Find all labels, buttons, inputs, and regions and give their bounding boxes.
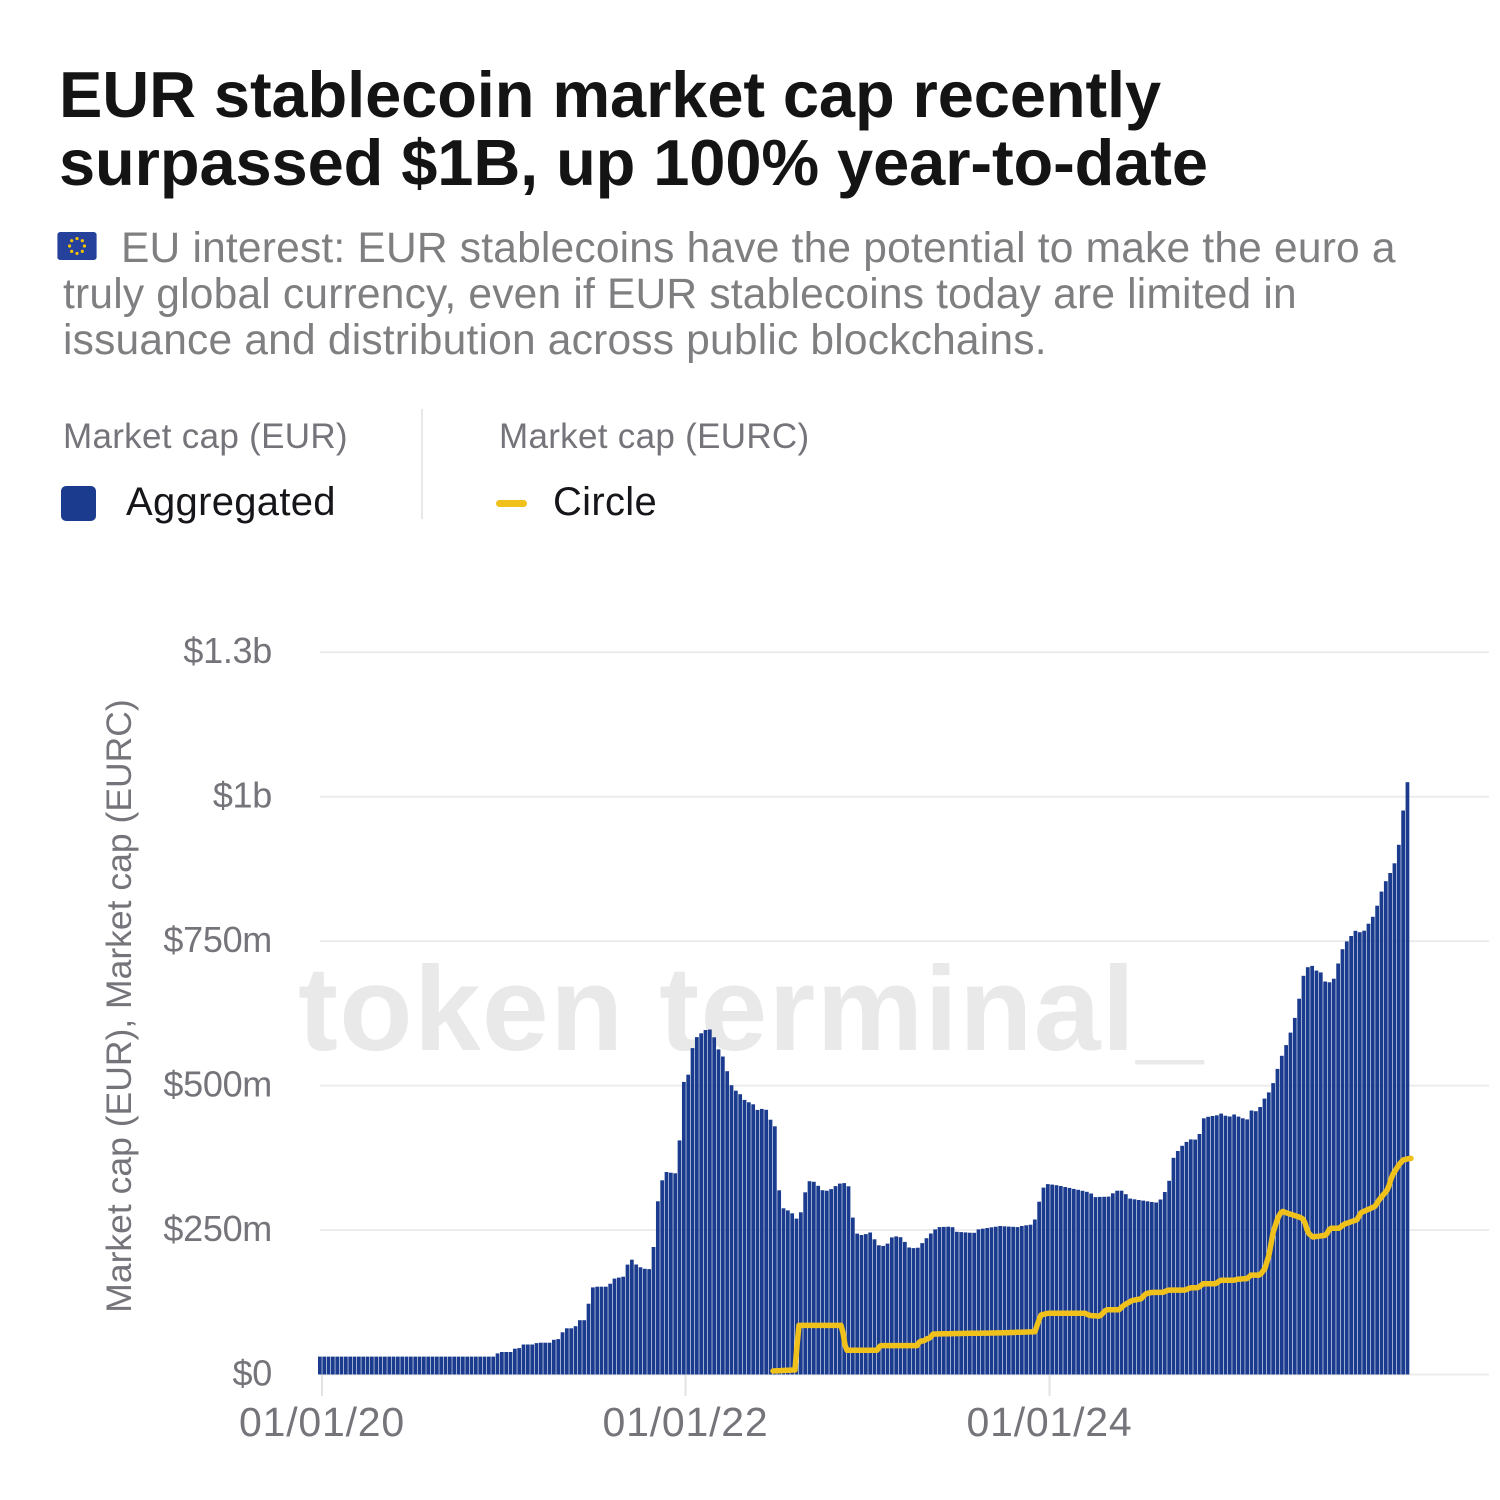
svg-text:$250m: $250m (163, 1208, 272, 1249)
svg-text:01/01/20: 01/01/20 (239, 1399, 405, 1445)
svg-text:$1b: $1b (213, 775, 272, 816)
svg-text:Market cap (EUR), Market cap (: Market cap (EUR), Market cap (EURC) (99, 699, 139, 1312)
svg-text:token terminal_: token terminal_ (298, 942, 1204, 1076)
svg-text:$0: $0 (233, 1353, 272, 1394)
svg-text:$1.3b: $1.3b (183, 630, 272, 671)
svg-text:$500m: $500m (163, 1064, 272, 1105)
svg-text:$750m: $750m (163, 919, 272, 960)
svg-text:01/01/22: 01/01/22 (603, 1399, 769, 1445)
svg-text:01/01/24: 01/01/24 (967, 1399, 1133, 1445)
